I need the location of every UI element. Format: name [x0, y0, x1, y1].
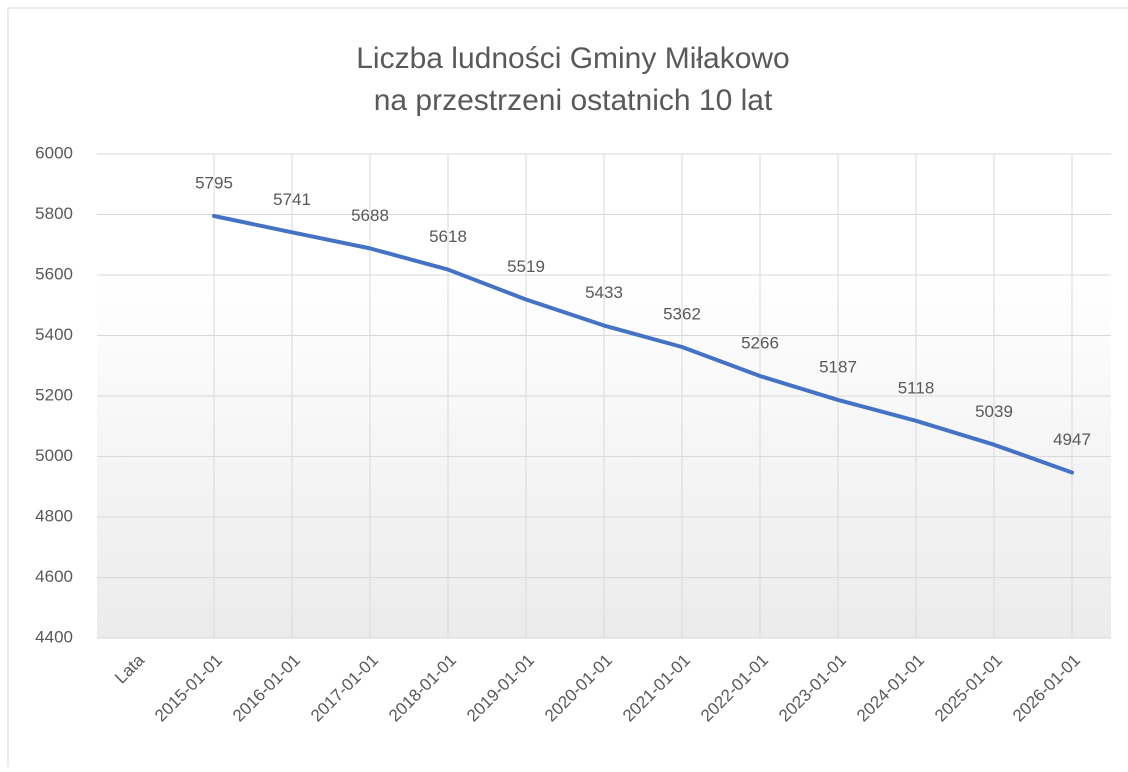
data-label: 5362: [663, 304, 701, 323]
data-label: 5039: [975, 402, 1013, 421]
y-tick-label: 5000: [35, 446, 73, 465]
y-tick-label: 4600: [35, 567, 73, 586]
data-label: 5688: [351, 206, 389, 225]
y-tick-label: 4800: [35, 506, 73, 525]
y-tick-label: 5200: [35, 385, 73, 404]
y-tick-label: 4400: [35, 627, 73, 646]
data-label: 4947: [1053, 430, 1091, 449]
y-tick-label: 5600: [35, 264, 73, 283]
data-label: 5795: [195, 173, 233, 192]
data-label: 5618: [429, 227, 467, 246]
chart-title: Liczba ludności Gminy Miłakowo: [356, 42, 790, 75]
y-tick-label: 6000: [35, 143, 73, 162]
data-label: 5433: [585, 283, 623, 302]
line-series: [212, 214, 1074, 475]
y-tick-label: 5800: [35, 204, 73, 223]
data-label: 5118: [898, 378, 935, 397]
chart-title: na przestrzeni ostatnich 10 lat: [374, 84, 773, 117]
data-label: 5187: [819, 357, 857, 376]
data-label: 5519: [507, 257, 545, 276]
data-label: 5741: [273, 190, 311, 209]
y-tick-label: 5400: [35, 325, 73, 344]
data-label: 5266: [741, 334, 779, 353]
